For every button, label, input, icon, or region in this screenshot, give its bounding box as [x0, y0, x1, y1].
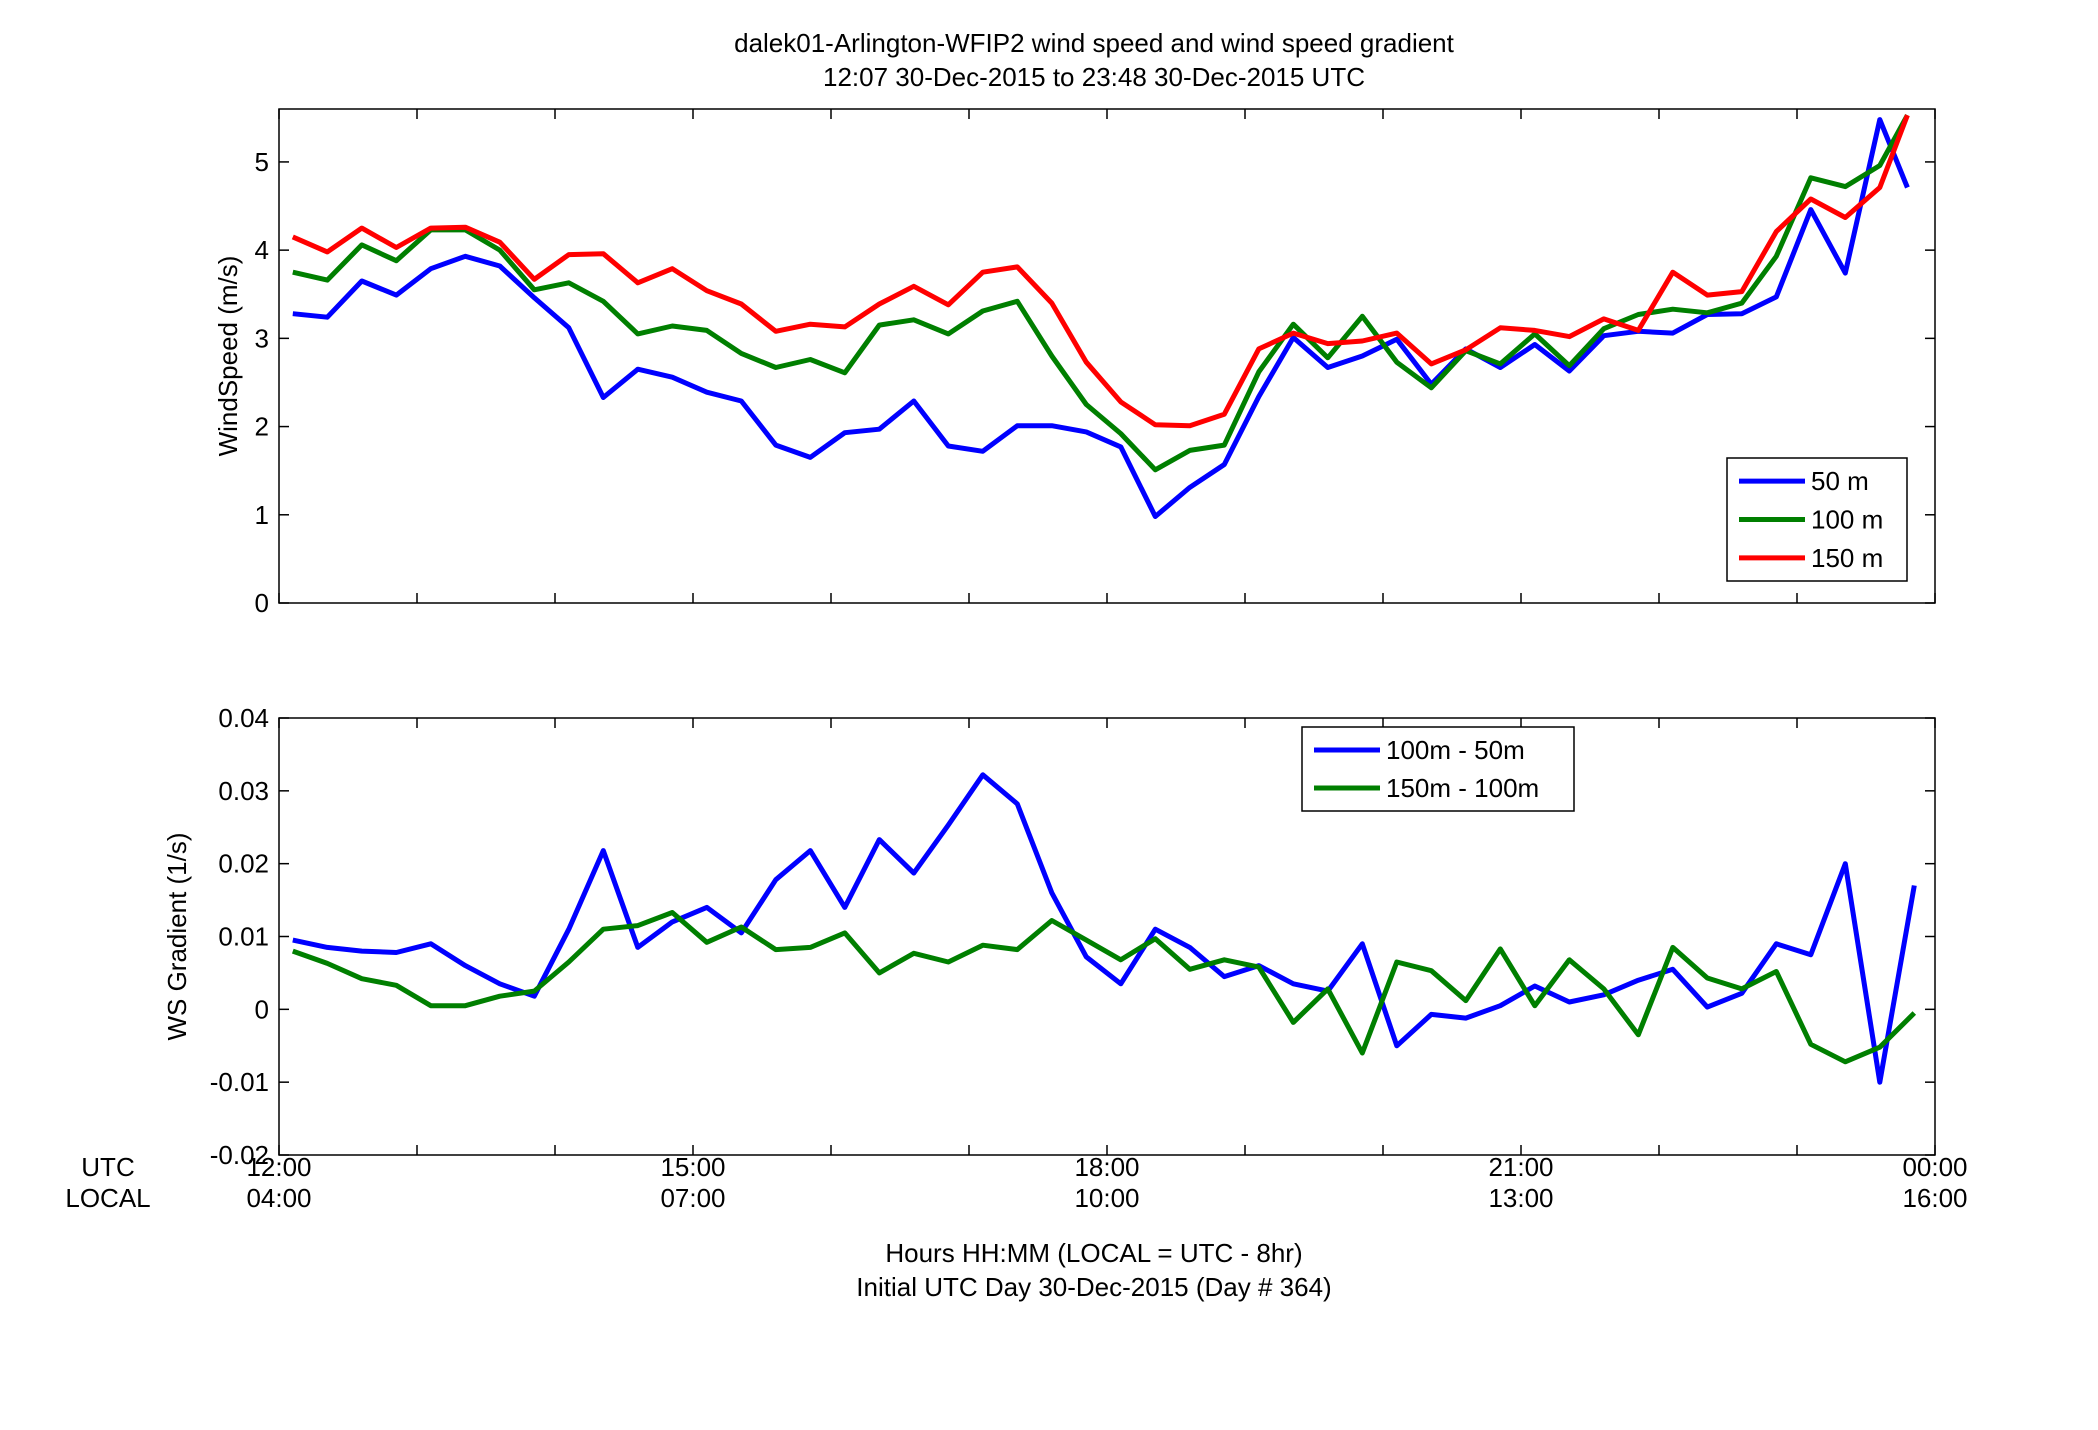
legend-label: 100m - 50m [1386, 735, 1525, 765]
local-row-label: LOCAL [65, 1183, 150, 1213]
series-line-150-m [291, 114, 1910, 429]
series-line-100m-50m [292, 772, 1917, 1085]
wind-gradient-panel: -0.02 -0.01 0 0.01 0.02 0.03 0.04 WS Gradient (… [162, 703, 1936, 1170]
y-tick-label: 0 [255, 994, 269, 1024]
x-axis-title-line1: Hours HH:MM (LOCAL = UTC - 8hr) [885, 1238, 1302, 1268]
x-tick-label-utc: 12:00 [246, 1152, 311, 1182]
y-tick-label: 2 [255, 412, 269, 442]
y-tick-label: 0.03 [218, 776, 269, 806]
y-tick-label: 0 [255, 588, 269, 618]
y-tick-label: 1 [255, 500, 269, 530]
y-tick-label: 0.01 [218, 922, 269, 952]
legend-label: 150m - 100m [1386, 773, 1539, 803]
chart-title-line1: dalek01-Arlington-WFIP2 wind speed and w… [734, 28, 1455, 58]
y-axis-label: WS Gradient (1/s) [162, 832, 192, 1040]
y-tick-label: 0.04 [218, 703, 269, 733]
series-line-150m-100m [291, 910, 1917, 1065]
y-tick-label: 4 [255, 235, 269, 265]
x-tick-label-utc: 15:00 [660, 1152, 725, 1182]
legend-box [1301, 726, 1575, 812]
x-tick-label-local: 07:00 [660, 1183, 725, 1213]
x-tick-label-local: 16:00 [1902, 1183, 1967, 1213]
x-tick-label-utc: 00:00 [1902, 1152, 1967, 1182]
y-tick-label: -0.01 [210, 1067, 269, 1097]
x-tick-label-utc: 18:00 [1074, 1152, 1139, 1182]
y-tick-label: 5 [255, 147, 269, 177]
y-tick-label: 0.02 [218, 849, 269, 879]
legend-label: 150 m [1811, 543, 1883, 573]
x-tick-label-local: 04:00 [246, 1183, 311, 1213]
y-tick-label: 3 [255, 323, 269, 353]
y-axis-label: WindSpeed (m/s) [213, 256, 243, 457]
series-line-50-m [292, 117, 1910, 519]
wind-speed-panel: 0 1 2 3 4 5 WindSpeed (m/s) 50 m 100 m 150 m [213, 108, 1936, 618]
legend-label: 100 m [1811, 505, 1883, 535]
chart-title-line2: 12:07 30-Dec-2015 to 23:48 30-Dec-2015 U… [823, 62, 1365, 92]
x-tick-label-local: 10:00 [1074, 1183, 1139, 1213]
legend: 50 m 100 m 150 m [1726, 457, 1908, 582]
y-tick-label: -0.02 [210, 1140, 269, 1170]
legend-label: 50 m [1811, 466, 1869, 496]
x-axis-labels: UTC LOCAL Hours HH:MM (LOCAL = UTC - 8hr… [65, 1152, 1967, 1302]
x-tick-label-local: 13:00 [1488, 1183, 1553, 1213]
x-axis-title-line2: Initial UTC Day 30-Dec-2015 (Day # 364) [856, 1272, 1331, 1302]
utc-row-label: UTC [81, 1152, 134, 1182]
plot-frame [278, 717, 1936, 1156]
x-tick-label-utc: 21:00 [1488, 1152, 1553, 1182]
plot-frame [278, 108, 1936, 604]
legend: 100m - 50m 150m - 100m [1301, 726, 1575, 812]
series-line-100-m [292, 113, 1910, 473]
